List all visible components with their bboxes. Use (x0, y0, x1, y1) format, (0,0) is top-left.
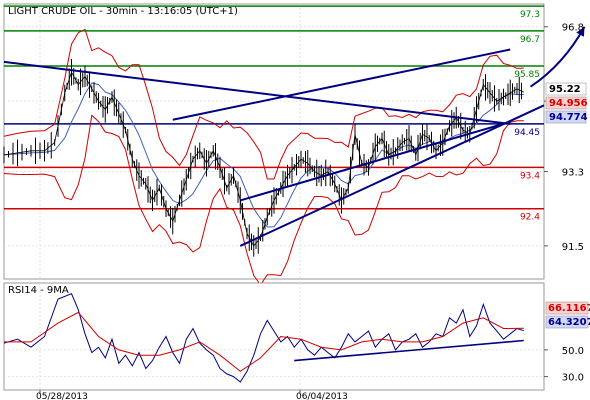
trendline (3, 60, 511, 125)
price-chart-title: LIGHT CRUDE OIL - 30min - 13:16:05 (UTC+… (8, 6, 238, 17)
value-badge-label: 94.956 (549, 98, 588, 109)
price-plot-frame (3, 3, 545, 280)
level-label: 95.85 (514, 70, 540, 80)
trendline (239, 104, 545, 247)
price-tick-label: 93.3 (562, 167, 584, 178)
price-tick-label: 96.8 (562, 23, 584, 34)
value-badge (545, 96, 587, 110)
price-close-line (3, 71, 524, 247)
rsi-value-badge-label: 64.3207 (548, 317, 590, 328)
lower-band (3, 114, 524, 286)
x-axis: 05/28/2013 06/04/2013 (36, 390, 348, 400)
level-label: 97.3 (520, 10, 540, 20)
rsi-value-badge-label: 66.1167 (548, 303, 590, 314)
rsi-grid (4, 283, 544, 390)
rsi-axis: 50.0 30.0 (544, 346, 584, 384)
rsi-panel: 50.0 30.0 66.1167 64.3207 RSI14 - 9MA (3, 282, 590, 391)
trendline (172, 48, 511, 121)
rsi-chart-title: RSI14 - 9MA (8, 285, 69, 296)
rsi-trendline (294, 339, 524, 362)
rsi-tick-label: 30.0 (562, 373, 584, 384)
value-badge-label: 94.774 (549, 112, 588, 123)
value-badge (545, 82, 587, 96)
rsi-series (3, 293, 524, 383)
upper-band (3, 28, 524, 180)
x-tick-label: 06/04/2013 (296, 392, 348, 400)
level-label: 93.4 (520, 171, 540, 181)
projection-arrowhead (576, 26, 585, 37)
rsi-badges: 66.1167 64.3207 (545, 301, 590, 329)
value-badge-label: 95.22 (549, 84, 581, 95)
rsi-value-badge (545, 315, 589, 329)
price-badges: 95.22 94.956 94.774 (545, 82, 588, 124)
rsi-plot-frame (3, 282, 545, 391)
rsi-series-line (4, 311, 524, 372)
rsi-tick-label: 50.0 (562, 346, 584, 357)
x-tick-label: 05/28/2013 (36, 392, 88, 400)
level-label: 94.45 (514, 128, 540, 138)
trendline (239, 120, 511, 202)
rsi-trendlines (294, 339, 524, 362)
value-badge (545, 110, 587, 124)
level-label: 96.7 (520, 35, 540, 45)
rsi-value-badge (545, 301, 589, 315)
price-trendlines (3, 26, 586, 247)
price-tick-label: 91.5 (562, 242, 584, 253)
level-label: 92.4 (520, 213, 540, 223)
